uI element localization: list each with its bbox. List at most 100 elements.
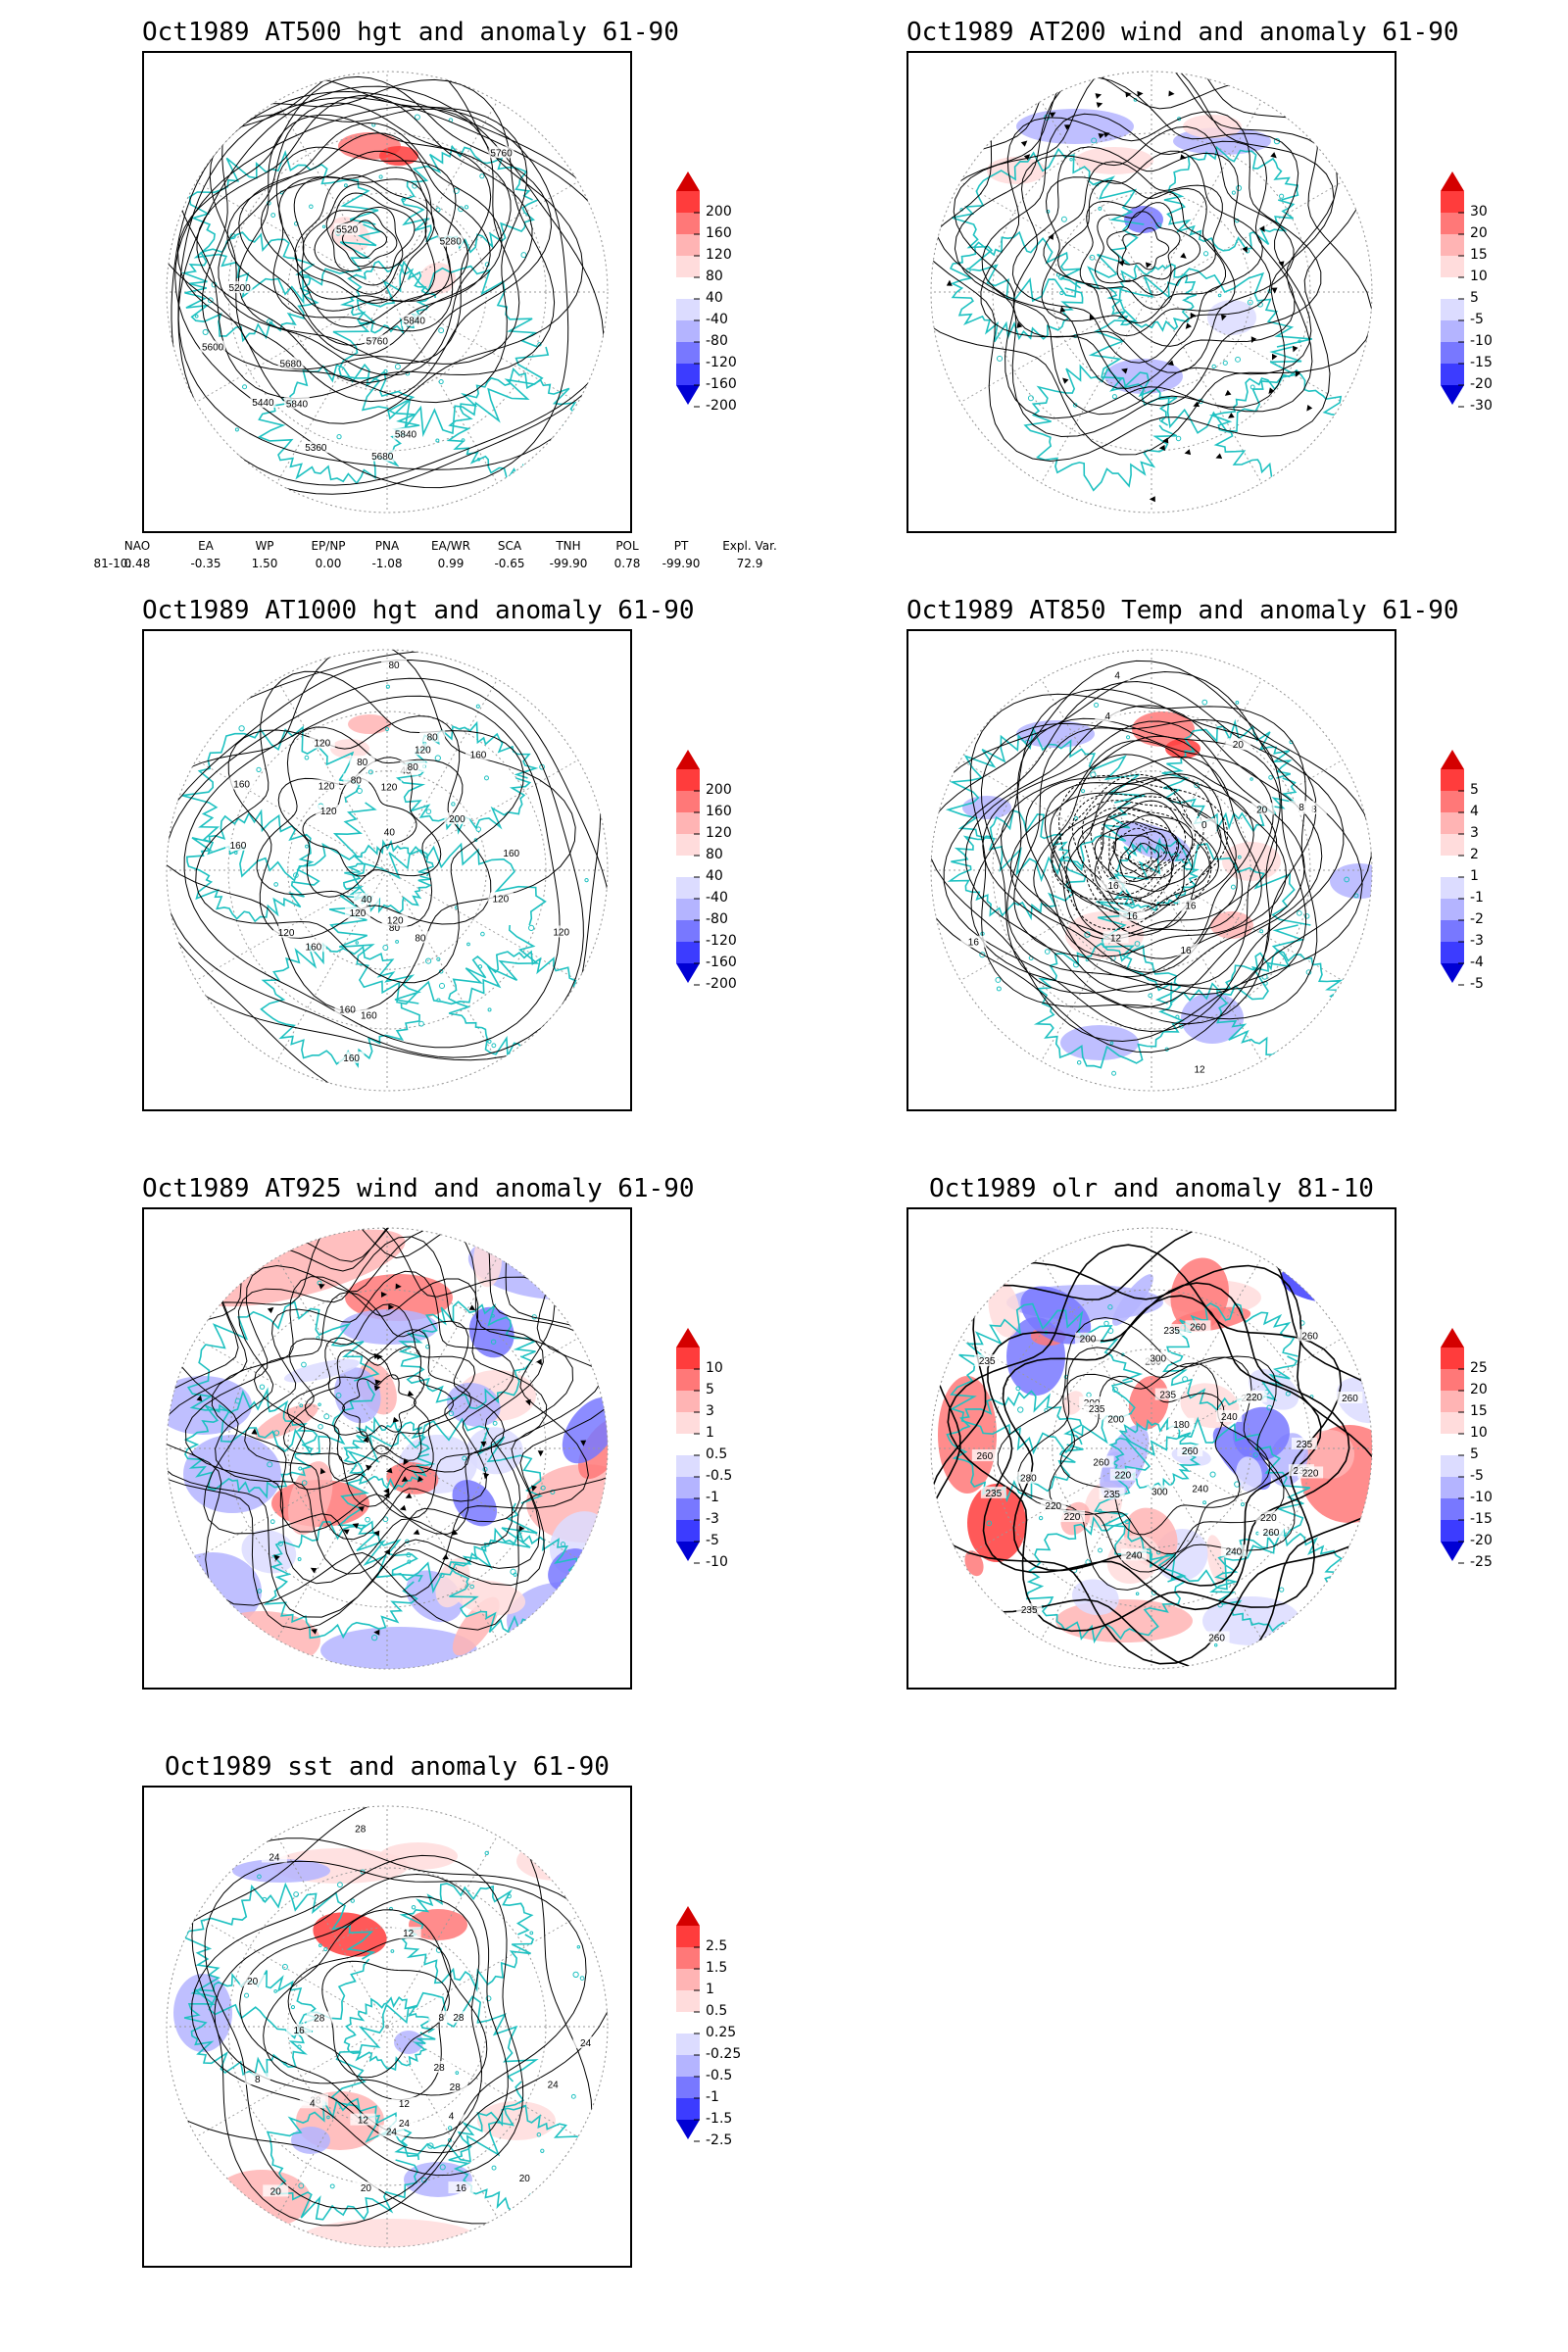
contour-label: 80 xyxy=(389,661,401,671)
colorbar-segment xyxy=(676,256,700,277)
contour-line xyxy=(286,1329,472,1482)
island-outline xyxy=(473,838,478,842)
colorbar-segment xyxy=(676,834,700,856)
colorbar-tick-label: -1 xyxy=(706,2089,719,2105)
anomaly-shading xyxy=(964,1550,984,1577)
contour-label-bg xyxy=(316,805,342,817)
island-outline xyxy=(1017,1406,1024,1413)
island-outline xyxy=(438,327,445,334)
anomaly-shading xyxy=(447,1382,501,1427)
contour-label-bg xyxy=(353,893,379,906)
contour-label: 120 xyxy=(278,928,295,939)
coastline xyxy=(343,1995,436,2072)
island-outline xyxy=(540,2148,545,2153)
contour-label-bg xyxy=(540,2078,566,2090)
island-outline xyxy=(540,1485,546,1491)
contour-line xyxy=(964,705,1323,1008)
island-outline xyxy=(1076,1060,1082,1065)
streamline-arrow xyxy=(1162,437,1169,444)
colorbar-tick-label: -0.25 xyxy=(706,2046,742,2062)
streamline-arrow xyxy=(399,1504,407,1511)
contour-label: 24 xyxy=(399,2119,411,2130)
coastline xyxy=(263,1520,423,1640)
island-outline xyxy=(1069,158,1073,162)
colorbar-tick-label: -1 xyxy=(706,1490,719,1505)
contour-label-bg xyxy=(488,146,514,159)
contour-line xyxy=(1033,754,1254,959)
island-outline xyxy=(1268,774,1273,780)
contour-label: 240 xyxy=(1126,1550,1143,1561)
colorbar-segment xyxy=(676,877,700,899)
contour-label-bg xyxy=(437,234,464,247)
colorbar-tick-label: -5 xyxy=(1470,976,1484,992)
contour-label-bg xyxy=(466,748,492,760)
contour-label-bg xyxy=(1257,1526,1284,1539)
streamline-arrow xyxy=(1224,389,1232,396)
contour-line xyxy=(1051,777,1237,936)
contour-label-bg xyxy=(314,779,340,792)
contour-line xyxy=(176,75,553,403)
island-outline xyxy=(447,2126,453,2131)
anomaly-shading xyxy=(1075,147,1153,174)
contour-label-bg xyxy=(299,2096,325,2109)
streamline-arrow xyxy=(1095,93,1102,99)
contour-label: 12 xyxy=(403,1929,415,1939)
index-value: -0.35 xyxy=(190,557,221,570)
island-outline xyxy=(1344,876,1350,883)
contour-label: 28 xyxy=(453,2013,465,2024)
colorbar-segment xyxy=(1441,213,1464,234)
colorbar-top-arrow xyxy=(676,1328,700,1348)
contour-label-bg xyxy=(1225,738,1251,751)
island-outline xyxy=(297,2044,302,2050)
streamline-arrow xyxy=(1242,246,1248,254)
anomaly-shading xyxy=(988,1281,1020,1338)
colorbar-top-arrow xyxy=(1441,1328,1464,1348)
island-outline xyxy=(986,1520,993,1527)
island-outline xyxy=(427,2142,434,2149)
streamline-arrow xyxy=(1098,132,1105,139)
contour-line xyxy=(191,1838,608,2227)
contour-label: 8 xyxy=(1298,803,1304,813)
contour-label: 235 xyxy=(985,1489,1002,1499)
contour-label-bg xyxy=(445,2011,471,2024)
contour-label: 120 xyxy=(493,895,510,906)
anomaly-shading xyxy=(1330,863,1372,899)
island-outline xyxy=(326,2115,330,2120)
colorbar-segment xyxy=(676,812,700,834)
anomaly-shading xyxy=(183,1435,281,1513)
contour-line xyxy=(1071,793,1204,915)
contour-label: 200 xyxy=(1107,1415,1124,1426)
island-outline xyxy=(1194,782,1200,789)
island-outline xyxy=(1091,137,1098,144)
coastline xyxy=(1033,942,1185,1069)
streamline-arrow xyxy=(1270,152,1277,159)
map-frame-p5 xyxy=(142,1207,632,1690)
anomaly-shading xyxy=(562,1396,608,1464)
contour-label: 160 xyxy=(343,1054,360,1064)
island-outline xyxy=(448,1410,455,1417)
island-outline xyxy=(576,1945,581,1949)
colorbar-segment xyxy=(676,769,700,791)
contour-line xyxy=(1121,227,1170,270)
contour-label: 20 xyxy=(361,2183,372,2194)
island-outline xyxy=(365,1516,370,1523)
island-outline xyxy=(469,1584,474,1590)
colorbar-tick-label: 20 xyxy=(1470,1382,1488,1397)
colorbar-tick-label: -80 xyxy=(706,333,728,349)
colorbar-tick-label: -30 xyxy=(1470,398,1493,414)
island-outline xyxy=(273,882,278,887)
contour-line xyxy=(174,106,569,489)
contour-label-bg xyxy=(512,2171,538,2183)
streamline-arrow xyxy=(383,1548,390,1555)
streamline-arrow xyxy=(1180,252,1187,259)
island-outline xyxy=(1038,1515,1044,1521)
colorbar-bottom-arrow xyxy=(676,1542,700,1561)
contour-label: 220 xyxy=(1260,1513,1277,1524)
streamline-arrow xyxy=(1149,496,1155,503)
streamline-arrow xyxy=(1168,90,1175,97)
colorbar-segment xyxy=(676,213,700,234)
index-header: SCA xyxy=(497,539,522,553)
colorbar-top-arrow xyxy=(1441,172,1464,191)
colorbar-tick-label: -40 xyxy=(706,890,728,906)
island-outline xyxy=(1175,1014,1180,1019)
